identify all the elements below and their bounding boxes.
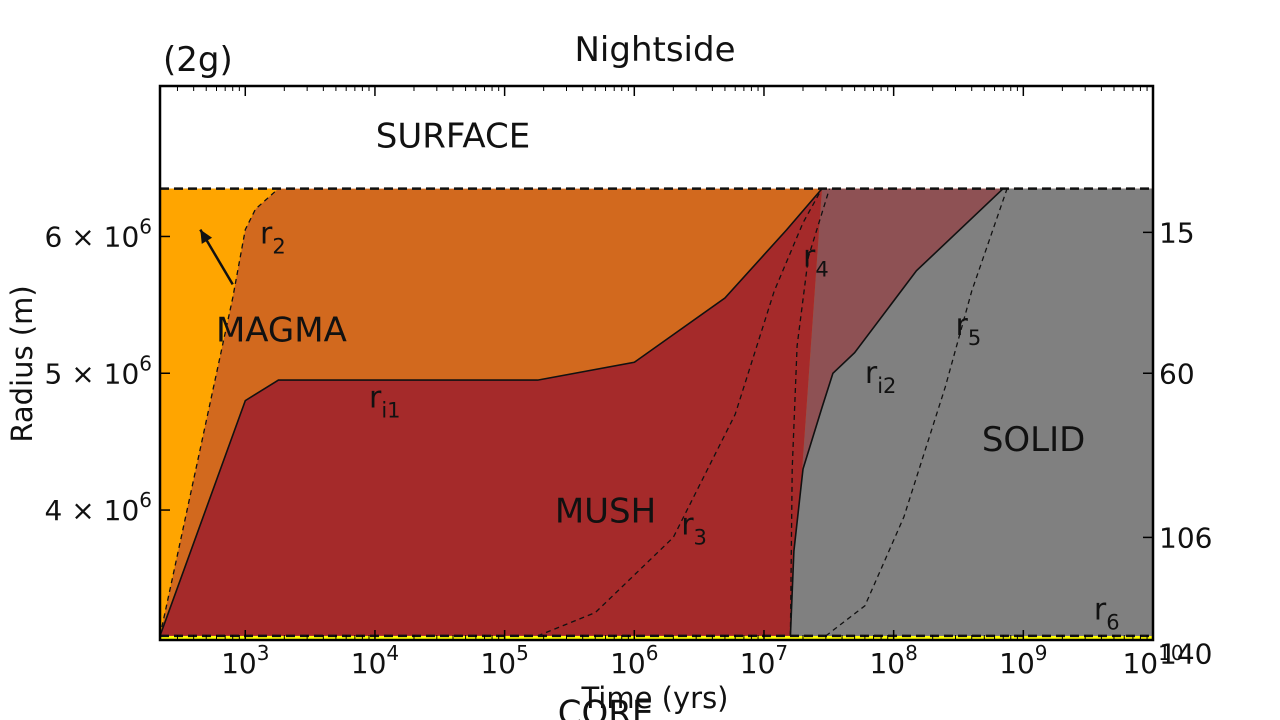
series-label-r-2: r2 bbox=[260, 216, 286, 258]
plot-frame bbox=[158, 84, 1155, 642]
series-label-r-i2: ri2 bbox=[865, 356, 897, 398]
region-label-magma: MAGMA bbox=[216, 311, 347, 351]
region-label-surface: SURFACE bbox=[376, 116, 530, 156]
series-line-r-i1 bbox=[159, 188, 823, 637]
chart-title: Nightside bbox=[574, 30, 735, 70]
chart-series-labels: ri1 ri2 r2 r3 r4 r5 r6 bbox=[260, 216, 1120, 634]
y-left-tick-label: 4 × 106 bbox=[45, 488, 152, 527]
region-mush bbox=[160, 188, 822, 636]
x-tick-label: 107 bbox=[740, 641, 788, 680]
x-tick-label: 103 bbox=[221, 641, 269, 680]
x-tick-label: 104 bbox=[351, 641, 399, 680]
magma-arrow-head bbox=[200, 229, 213, 244]
chart-annotations bbox=[199, 228, 234, 285]
chart-region-labels: SURFACE MAGMA MUSH SOLID CORE bbox=[216, 116, 1085, 720]
y-left-tick-label: 5 × 106 bbox=[45, 351, 152, 390]
series-label-r-i1: ri1 bbox=[369, 380, 401, 422]
series-label-r-5: r5 bbox=[956, 308, 982, 350]
x-axis-label: Time (yrs) bbox=[580, 681, 728, 715]
x-tick-label: 106 bbox=[610, 641, 658, 680]
series-line-r-i2 bbox=[789, 188, 1004, 636]
region-solid bbox=[790, 188, 1153, 636]
y-right-tick-label: 106 bbox=[1159, 521, 1212, 554]
y-right-tick-label: 60 bbox=[1159, 357, 1195, 390]
region-surface bbox=[160, 86, 1153, 189]
series-line-r-4 bbox=[789, 188, 831, 636]
series-line-r-2 bbox=[159, 188, 279, 637]
x-tick-label: 1010 bbox=[1122, 641, 1183, 680]
y-right-tick-label: 140 bbox=[1159, 638, 1212, 671]
region-label-mush: MUSH bbox=[555, 491, 656, 531]
panel-label: (2g) bbox=[163, 40, 233, 80]
y-left-tick-label: 6 × 106 bbox=[45, 214, 152, 253]
series-label-r-4: r4 bbox=[803, 240, 829, 282]
region-magma bbox=[160, 188, 279, 636]
series-label-r-3: r3 bbox=[681, 508, 707, 550]
x-tick-label: 109 bbox=[999, 641, 1047, 680]
series-line-r-3 bbox=[537, 188, 823, 637]
series-label-r-6: r6 bbox=[1094, 592, 1120, 634]
region-label-solid: SOLID bbox=[982, 420, 1086, 460]
y-right-tick-label: 15 bbox=[1159, 216, 1195, 249]
series-line-r-5 bbox=[825, 188, 1008, 637]
x-tick-label: 108 bbox=[869, 641, 917, 680]
chart-ticks: 103 104 105 106 107 108 109 1010 4 × 106 5 × 106 6… bbox=[45, 86, 1212, 680]
chart-regions bbox=[160, 86, 1153, 640]
y-axis-label: Radius (m) bbox=[5, 285, 39, 442]
x-tick-label: 105 bbox=[480, 641, 528, 680]
region-label-core: CORE bbox=[558, 694, 654, 720]
chart-boundary-lines bbox=[159, 187, 1153, 638]
